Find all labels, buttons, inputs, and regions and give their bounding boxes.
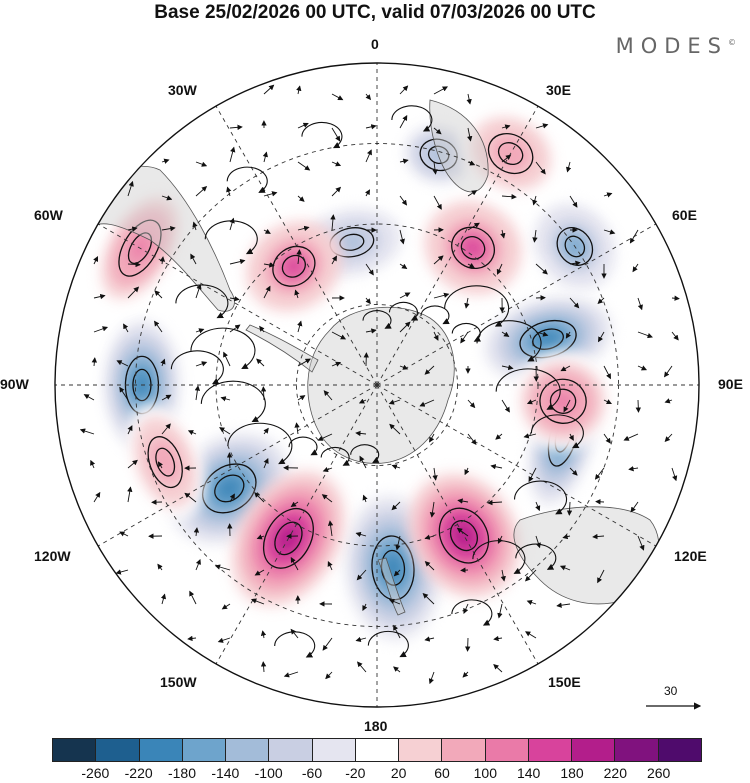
landmasses <box>79 99 660 616</box>
colorbar-swatch <box>485 739 529 761</box>
reference-vector-label: 30 <box>664 684 678 698</box>
lon-label-30w: 30W <box>168 82 197 98</box>
colorbar-swatch <box>53 739 97 761</box>
colorbar-swatch <box>658 739 701 761</box>
antarctic-peninsula-land <box>245 324 319 373</box>
colorbar-tick-label: 220 <box>603 765 628 781</box>
lon-label-90e: 90E <box>718 376 743 392</box>
positive-center-95e <box>510 351 616 452</box>
lon-label-150w: 150W <box>160 674 197 690</box>
colorbar-tick-label: 60 <box>434 765 450 781</box>
colorbar-swatch <box>96 739 140 761</box>
colorbar-swatch <box>528 739 573 761</box>
lon-label-60e: 60E <box>672 207 697 223</box>
lon-label-60w: 60W <box>34 207 63 223</box>
lon-label-180: 180 <box>364 718 388 734</box>
lon-label-0: 0 <box>371 36 379 52</box>
map-title: Base 25/02/2026 00 UTC, valid 07/03/2026… <box>154 2 596 23</box>
colorbar-swatch <box>615 739 659 761</box>
colorbar-tick-label: -60 <box>301 765 323 781</box>
colorbar-swatch <box>312 739 356 761</box>
colorbar-tick-label: -20 <box>345 765 366 781</box>
lon-label-120w: 120W <box>34 548 71 564</box>
colorbar-tick-label: 180 <box>560 765 584 781</box>
lon-label-30e: 30E <box>546 82 571 98</box>
positive-center-110w <box>126 404 204 520</box>
colorbar-tick-label: -220 <box>124 765 153 781</box>
colorbar-swatch <box>442 739 486 761</box>
colorbar-tick-label: 140 <box>516 765 541 781</box>
negative-center-15e <box>396 119 481 191</box>
colorbar-swatch <box>399 739 443 761</box>
brand-text: MODES <box>615 34 728 58</box>
wind-vectors <box>79 84 680 685</box>
colorbar-swatch <box>182 739 227 761</box>
colorbar-tick-label: 100 <box>473 765 498 781</box>
colorbar-tick-label: -180 <box>167 765 197 781</box>
new-zealand-land <box>377 557 406 616</box>
colorbar-tick-label: -100 <box>254 765 283 781</box>
colorbar-swatch <box>572 739 616 761</box>
copyright-mark: © <box>728 38 736 47</box>
colorbar-swatch <box>269 739 313 761</box>
colorbar-tick-label: 260 <box>646 765 671 781</box>
colorbar-swatch <box>355 739 400 761</box>
colorbar-swatch <box>139 739 183 761</box>
colorbar-tick-label: -140 <box>211 765 240 781</box>
colorbar-swatch <box>226 739 270 761</box>
map-disc <box>55 63 699 707</box>
colorbar-tick-label: 20 <box>390 765 407 781</box>
flow-contours <box>170 105 584 658</box>
colorbar <box>52 738 702 762</box>
modes-logo: MODES© <box>616 34 736 58</box>
lon-label-90w: 90W <box>0 376 29 392</box>
lon-label-150e: 150E <box>548 674 581 690</box>
colorbar-tick-label: -260 <box>81 765 110 781</box>
map-boundary <box>54 62 700 708</box>
lon-label-120e: 120E <box>674 548 707 564</box>
